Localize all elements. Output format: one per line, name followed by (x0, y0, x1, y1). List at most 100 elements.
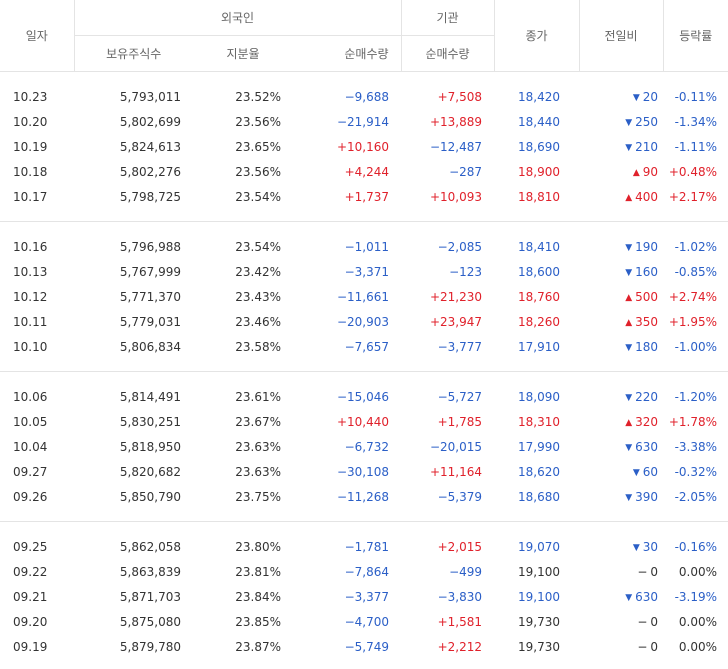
group-spacer (0, 209, 728, 221)
header-institution: 기관 (401, 0, 495, 36)
triangle-down-icon: ▼ (625, 342, 633, 353)
row-ratio: 23.84% (235, 589, 281, 604)
row-diff: ▼ 190 (579, 234, 663, 259)
row-diff: ▲ 320 (579, 409, 663, 434)
table-row: 10.20 5,802,699 23.56% −21,914 +13,889 18,440… (0, 109, 728, 134)
row-foreign-net: −7,657 (344, 339, 390, 354)
row-foreign-net: +4,244 (344, 164, 390, 179)
row-inst-net: −123 (449, 264, 483, 279)
row-holdings: 5,875,080 (119, 614, 181, 629)
row-close: 18,410 (518, 239, 561, 254)
row-diff-value: 320 (635, 414, 659, 429)
row-close: 17,990 (518, 439, 561, 454)
row-inst-net: +2,015 (437, 539, 483, 554)
row-close: 19,730 (518, 639, 561, 654)
row-ratio: 23.75% (235, 489, 281, 504)
row-foreign-net: −21,914 (336, 114, 390, 129)
triangle-up-icon: ▲ (625, 192, 633, 203)
row-foreign-net: −6,732 (344, 439, 390, 454)
row-date: 10.19 (13, 139, 48, 154)
row-foreign-net: +10,440 (336, 414, 390, 429)
header-ratio: 지분율 (193, 35, 293, 72)
group-spacer (0, 359, 728, 371)
row-rate: +1.95% (668, 314, 718, 329)
row-holdings: 5,862,058 (119, 539, 181, 554)
row-holdings: 5,820,682 (119, 464, 181, 479)
triangle-up-icon: ▲ (625, 417, 633, 428)
row-inst-net: −20,015 (429, 439, 483, 454)
header-foreign: 외국인 (74, 0, 402, 36)
row-inst-net: +21,230 (429, 289, 483, 304)
row-diff-value: 630 (635, 589, 659, 604)
group-spacer (0, 509, 728, 521)
row-date: 10.10 (13, 339, 48, 354)
row-rate: -1.11% (674, 139, 718, 154)
row-close: 18,420 (518, 89, 561, 104)
row-ratio: 23.56% (235, 164, 281, 179)
row-ratio: 23.63% (235, 464, 281, 479)
row-diff: ▼ 60 (579, 459, 663, 484)
row-close: 18,900 (518, 164, 561, 179)
row-inst-net: −2,085 (437, 239, 483, 254)
row-ratio: 23.52% (235, 89, 281, 104)
row-diff-value: 350 (635, 314, 659, 329)
group-divider (0, 521, 728, 522)
row-rate: 0.00% (678, 564, 718, 579)
table-row: 10.17 5,798,725 23.54% +1,737 +10,093 18,810 ▲… (0, 184, 728, 209)
triangle-down-icon: ▼ (625, 392, 633, 403)
spacer-cell (0, 359, 728, 371)
row-diff-value: 630 (635, 439, 659, 454)
group-divider (0, 371, 728, 372)
spacer-cell (0, 372, 728, 385)
group-spacer (0, 222, 728, 235)
row-ratio: 23.67% (235, 414, 281, 429)
row-rate: -0.85% (674, 264, 718, 279)
row-diff-value: 400 (635, 189, 659, 204)
spacer-cell (0, 209, 728, 221)
row-close: 19,730 (518, 614, 561, 629)
row-close: 18,810 (518, 189, 561, 204)
row-rate: +1.78% (668, 414, 718, 429)
row-rate: -0.16% (674, 539, 718, 554)
row-date: 09.26 (13, 489, 48, 504)
row-close: 18,440 (518, 114, 561, 129)
header-holdings: 보유주식수 (74, 35, 193, 72)
table-row: 10.06 5,814,491 23.61% −15,046 −5,727 18,090 ▼… (0, 384, 728, 409)
row-diff-value: 220 (635, 389, 659, 404)
row-date: 10.13 (13, 264, 48, 279)
row-diff-value: 190 (635, 239, 659, 254)
divider-cell (0, 221, 728, 222)
row-foreign-net: −11,268 (336, 489, 390, 504)
row-foreign-net: −4,700 (344, 614, 390, 629)
row-inst-net: −287 (449, 164, 483, 179)
triangle-down-icon: ▼ (632, 542, 640, 553)
table-row: 09.21 5,871,703 23.84% −3,377 −3,830 19,100 ▼ 6… (0, 584, 728, 609)
row-holdings: 5,879,780 (119, 639, 181, 654)
header-close: 종가 (494, 0, 580, 72)
dash-icon: − (637, 614, 648, 629)
row-rate: 0.00% (678, 639, 718, 654)
row-holdings: 5,850,790 (119, 489, 181, 504)
row-inst-net: +7,508 (437, 89, 483, 104)
row-holdings: 5,824,613 (119, 139, 181, 154)
row-diff-value: 160 (635, 264, 659, 279)
table-row: 09.20 5,875,080 23.85% −4,700 +1,581 19,730−0… (0, 609, 728, 634)
row-date: 10.17 (13, 189, 48, 204)
group-divider (0, 221, 728, 222)
row-foreign-net: +10,160 (336, 139, 390, 154)
header-date: 일자 (0, 0, 75, 72)
triangle-down-icon: ▼ (625, 242, 633, 253)
row-date: 09.21 (13, 589, 48, 604)
row-rate: -1.20% (674, 389, 718, 404)
table-row: 10.19 5,824,613 23.65% +10,160 −12,487 18,690… (0, 134, 728, 159)
row-holdings: 5,793,011 (119, 89, 181, 104)
row-date: 09.25 (13, 539, 48, 554)
row-ratio: 23.54% (235, 189, 281, 204)
row-diff: ▲ 350 (579, 309, 663, 334)
row-ratio: 23.85% (235, 614, 281, 629)
row-rate: -0.32% (674, 464, 718, 479)
divider-cell (0, 521, 728, 522)
triangle-down-icon: ▼ (625, 117, 633, 128)
row-rate: -3.19% (674, 589, 718, 604)
row-rate: -1.02% (674, 239, 718, 254)
